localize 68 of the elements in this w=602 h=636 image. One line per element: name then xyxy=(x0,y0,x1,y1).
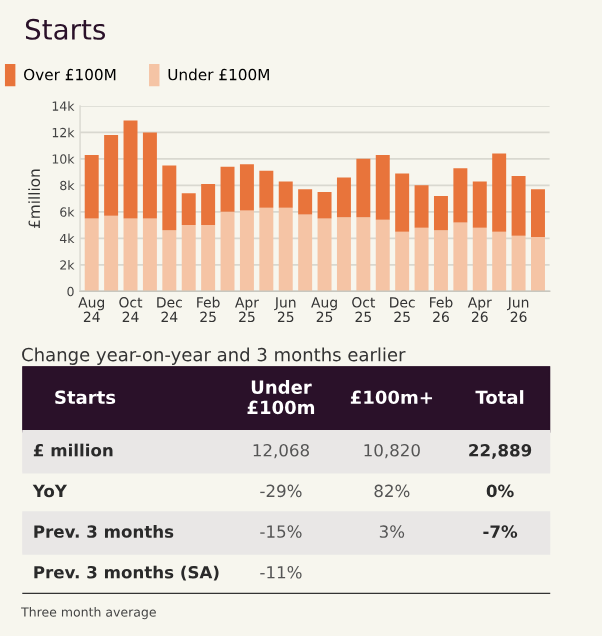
bar xyxy=(259,207,274,292)
text: 82% xyxy=(374,484,410,498)
bar xyxy=(414,185,429,228)
bar xyxy=(531,236,545,292)
bar xyxy=(162,165,177,231)
bar xyxy=(162,230,177,292)
bar xyxy=(104,215,119,292)
bar xyxy=(375,154,390,220)
bar xyxy=(142,218,157,292)
category-label: Prev. 3 months xyxy=(34,524,174,538)
category-label: Starts xyxy=(55,390,116,405)
bar xyxy=(453,168,468,223)
bar xyxy=(278,207,293,292)
bar xyxy=(201,225,216,292)
bar xyxy=(395,231,410,292)
bar xyxy=(336,217,351,292)
bar xyxy=(220,211,235,292)
bar xyxy=(375,219,390,292)
bar xyxy=(220,166,235,212)
bar xyxy=(84,154,99,219)
bar xyxy=(336,177,351,218)
bar xyxy=(278,181,293,208)
bar xyxy=(142,132,157,219)
bar xyxy=(181,193,196,226)
text: -15% xyxy=(260,525,302,538)
bar xyxy=(356,217,371,292)
category-label: Total xyxy=(475,390,524,405)
bar xyxy=(317,191,332,219)
bar xyxy=(433,230,448,292)
bar xyxy=(414,227,429,292)
category-label: £100m+ xyxy=(350,390,433,405)
bar xyxy=(472,181,487,228)
bar xyxy=(84,218,99,292)
bar xyxy=(123,120,138,219)
category-label: £ million xyxy=(33,443,113,457)
bar xyxy=(239,164,254,211)
text: -11% xyxy=(260,565,302,579)
bar xyxy=(298,189,313,215)
bar xyxy=(395,173,410,232)
bar xyxy=(181,225,196,292)
bar xyxy=(511,176,526,236)
bar xyxy=(239,210,254,292)
bar xyxy=(104,135,119,216)
text: -7% xyxy=(483,525,518,538)
category-label: Under £100m xyxy=(247,380,315,415)
bar xyxy=(492,153,507,232)
text: 3% xyxy=(379,525,405,538)
text: 12,068 xyxy=(253,443,309,459)
bar xyxy=(123,218,138,292)
bar xyxy=(259,170,274,208)
text: 0% xyxy=(486,484,514,498)
bar xyxy=(201,184,216,226)
text: 22,889 xyxy=(469,443,532,459)
category-label: YoY xyxy=(32,484,68,498)
bar xyxy=(298,214,313,292)
chart-title: Starts xyxy=(25,18,106,40)
text: 10,820 xyxy=(364,443,420,459)
bar xyxy=(472,227,487,292)
bar xyxy=(531,189,545,237)
category-label: Prev. 3 months (SA) xyxy=(34,565,219,581)
bar xyxy=(492,231,507,292)
bar xyxy=(511,235,526,292)
text: Change year-on-year and 3 months earlier xyxy=(22,347,406,365)
bar xyxy=(433,195,448,231)
bar xyxy=(356,158,371,218)
text: -29% xyxy=(260,484,302,498)
bar xyxy=(317,218,332,292)
bar xyxy=(453,222,468,292)
